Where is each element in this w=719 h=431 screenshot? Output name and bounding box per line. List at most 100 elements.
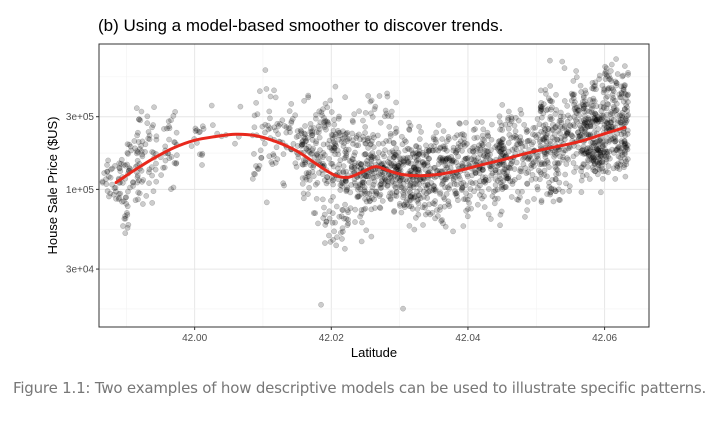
data-point bbox=[571, 91, 578, 98]
data-point bbox=[496, 169, 503, 175]
data-point bbox=[412, 150, 419, 157]
data-point bbox=[424, 181, 431, 188]
data-point bbox=[392, 180, 399, 187]
data-point bbox=[624, 113, 630, 119]
data-point bbox=[330, 236, 336, 243]
data-point bbox=[412, 165, 419, 171]
data-point bbox=[571, 106, 578, 112]
data-point bbox=[560, 154, 566, 161]
data-point bbox=[439, 180, 446, 186]
data-point bbox=[256, 162, 263, 169]
data-point bbox=[512, 132, 518, 139]
data-point bbox=[553, 150, 560, 157]
data-point bbox=[126, 141, 133, 148]
data-point bbox=[406, 127, 413, 133]
data-point bbox=[543, 131, 550, 138]
data-point bbox=[332, 141, 339, 147]
data-point bbox=[621, 150, 628, 156]
data-point bbox=[474, 145, 481, 152]
data-point bbox=[546, 179, 552, 186]
data-point bbox=[621, 82, 627, 89]
data-point bbox=[372, 205, 378, 211]
data-point bbox=[285, 125, 292, 132]
data-point bbox=[369, 195, 375, 201]
data-point bbox=[550, 198, 557, 205]
data-point bbox=[578, 177, 585, 184]
data-point bbox=[492, 195, 498, 202]
data-point bbox=[326, 144, 333, 151]
data-point bbox=[398, 184, 405, 191]
data-point bbox=[513, 135, 520, 142]
data-point bbox=[126, 165, 133, 172]
data-point bbox=[99, 179, 106, 186]
data-point bbox=[599, 143, 606, 150]
data-point bbox=[299, 161, 306, 168]
data-point bbox=[322, 117, 328, 124]
data-point bbox=[414, 150, 421, 156]
data-point bbox=[332, 83, 339, 90]
data-point bbox=[358, 238, 365, 245]
data-point bbox=[399, 160, 405, 167]
data-point bbox=[509, 178, 516, 185]
data-point bbox=[599, 82, 606, 89]
data-point bbox=[407, 189, 413, 195]
data-point bbox=[283, 129, 290, 136]
data-point bbox=[471, 158, 478, 165]
data-point bbox=[515, 197, 522, 203]
data-point bbox=[324, 104, 331, 111]
data-point bbox=[99, 178, 106, 185]
data-point bbox=[624, 108, 631, 114]
data-point bbox=[419, 159, 426, 166]
data-point bbox=[407, 154, 414, 161]
data-point bbox=[548, 186, 555, 192]
data-point bbox=[393, 99, 399, 106]
data-point bbox=[624, 146, 631, 153]
data-point bbox=[539, 104, 546, 110]
data-point bbox=[331, 116, 338, 123]
data-point bbox=[561, 124, 568, 130]
data-point bbox=[199, 152, 205, 159]
data-point bbox=[379, 198, 386, 204]
data-point bbox=[308, 130, 315, 137]
data-point bbox=[555, 161, 561, 167]
data-point bbox=[557, 197, 563, 203]
data-point bbox=[352, 206, 359, 213]
data-point bbox=[393, 164, 400, 170]
data-point bbox=[450, 147, 457, 154]
data-point bbox=[479, 132, 486, 139]
data-point bbox=[415, 166, 422, 173]
data-point bbox=[492, 167, 499, 174]
data-point bbox=[305, 173, 311, 180]
data-point bbox=[317, 147, 323, 153]
data-point bbox=[484, 129, 491, 136]
data-point bbox=[599, 159, 606, 165]
data-point bbox=[410, 181, 417, 188]
data-point bbox=[345, 220, 352, 227]
data-point bbox=[615, 153, 622, 160]
data-point bbox=[331, 140, 338, 146]
data-point bbox=[364, 190, 371, 197]
data-point bbox=[620, 72, 627, 79]
data-point bbox=[588, 109, 595, 116]
data-point bbox=[577, 82, 584, 89]
data-point bbox=[581, 122, 587, 129]
data-point bbox=[410, 184, 417, 191]
data-point bbox=[352, 182, 359, 189]
data-point bbox=[515, 117, 522, 124]
data-point bbox=[462, 155, 469, 162]
data-point bbox=[334, 234, 340, 241]
data-point bbox=[472, 170, 479, 177]
data-point bbox=[118, 156, 125, 163]
data-point bbox=[570, 95, 577, 102]
data-point bbox=[507, 161, 514, 167]
data-point bbox=[314, 150, 320, 157]
data-point bbox=[621, 151, 628, 158]
data-point bbox=[401, 137, 408, 144]
data-point bbox=[598, 112, 605, 119]
data-point bbox=[548, 106, 554, 113]
data-point bbox=[423, 151, 430, 158]
data-point bbox=[411, 194, 418, 201]
data-point bbox=[432, 136, 439, 143]
data-point bbox=[390, 154, 397, 161]
